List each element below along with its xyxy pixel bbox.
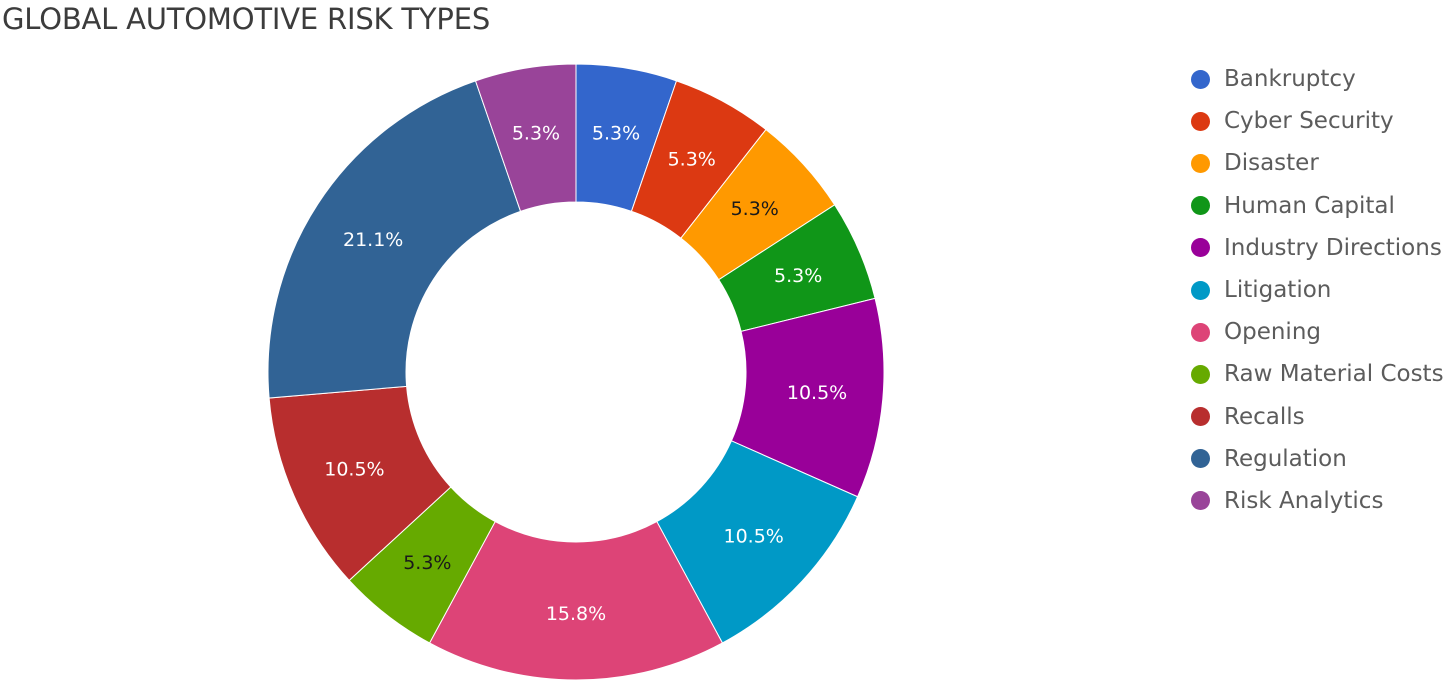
legend-swatch-human-capital (1191, 196, 1210, 216)
legend-item-raw-material-costs: Raw Material Costs (1191, 353, 1444, 395)
slice-label-bankruptcy: 5.3% (592, 122, 640, 144)
legend-label-recalls: Recalls (1224, 403, 1305, 430)
legend-swatch-recalls (1191, 407, 1210, 427)
legend-swatch-opening (1191, 322, 1210, 342)
legend-label-bankruptcy: Bankruptcy (1224, 66, 1356, 93)
slice-label-litigation: 10.5% (724, 525, 784, 547)
legend-item-human-capital: Human Capital (1191, 185, 1444, 227)
legend-item-recalls: Recalls (1191, 396, 1444, 438)
slice-risk-analytics (474, 63, 577, 212)
slice-label-recalls: 10.5% (324, 458, 384, 480)
slice-label-human-capital: 5.3% (774, 265, 822, 287)
legend-item-regulation: Regulation (1191, 438, 1444, 480)
legend-swatch-litigation (1191, 280, 1210, 300)
chart-legend: Bankruptcy Cyber Security Disaster Human Ca… (1191, 58, 1444, 522)
donut-slices (267, 63, 885, 681)
legend-swatch-cyber-security (1191, 111, 1210, 131)
slice-label-regulation: 21.1% (343, 229, 403, 251)
legend-label-regulation: Regulation (1224, 445, 1347, 472)
legend-swatch-raw-material-costs (1191, 364, 1210, 384)
slice-label-raw-material-costs: 5.3% (403, 552, 451, 574)
slice-label-opening: 15.8% (546, 603, 606, 625)
legend-item-litigation: Litigation (1191, 269, 1444, 311)
legend-label-industry-directions: Industry Directions (1224, 234, 1442, 261)
legend-label-litigation: Litigation (1224, 277, 1332, 304)
slice-label-cyber-security: 5.3% (668, 148, 716, 170)
donut-slice-labels: 5.3% 5.3% 5.3% 5.3% 10.5% 10.5% 15.8% 5.3% 10.5%… (324, 122, 847, 625)
legend-swatch-bankruptcy (1191, 69, 1210, 89)
legend-label-raw-material-costs: Raw Material Costs (1224, 361, 1444, 388)
legend-swatch-risk-analytics (1191, 491, 1210, 511)
slice-opening (428, 520, 724, 681)
legend-swatch-regulation (1191, 449, 1210, 469)
legend-item-disaster: Disaster (1191, 142, 1444, 184)
legend-item-opening: Opening (1191, 311, 1444, 353)
legend-item-cyber-security: Cyber Security (1191, 100, 1444, 142)
legend-label-human-capital: Human Capital (1224, 192, 1395, 219)
slice-label-disaster: 5.3% (731, 198, 779, 220)
legend-item-bankruptcy: Bankruptcy (1191, 58, 1444, 100)
legend-label-opening: Opening (1224, 319, 1321, 346)
slice-label-risk-analytics: 5.3% (512, 122, 560, 144)
legend-label-disaster: Disaster (1224, 150, 1319, 177)
donut-chart: 5.3% 5.3% 5.3% 5.3% 10.5% 10.5% 15.8% 5.3% 10.5%… (267, 63, 885, 681)
slice-regulation (267, 80, 522, 399)
slice-label-industry-directions: 10.5% (787, 382, 847, 404)
legend-label-cyber-security: Cyber Security (1224, 108, 1394, 135)
legend-swatch-disaster (1191, 153, 1210, 173)
legend-swatch-industry-directions (1191, 238, 1210, 258)
legend-item-risk-analytics: Risk Analytics (1191, 480, 1444, 522)
legend-label-risk-analytics: Risk Analytics (1224, 487, 1384, 514)
legend-item-industry-directions: Industry Directions (1191, 227, 1444, 269)
chart-title: GLOBAL AUTOMOTIVE RISK TYPES (2, 2, 491, 36)
